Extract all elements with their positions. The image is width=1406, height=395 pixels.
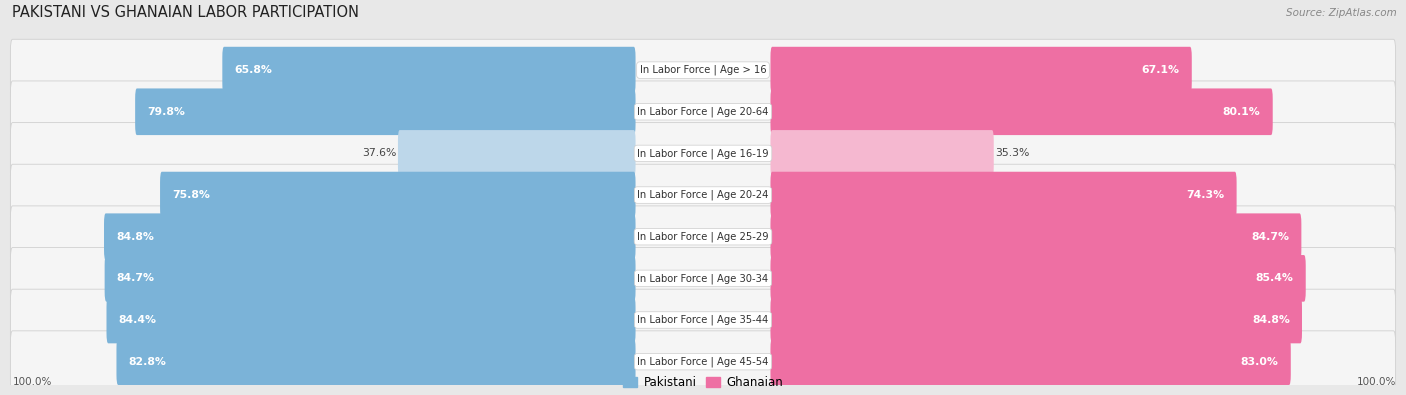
- FancyBboxPatch shape: [107, 297, 636, 343]
- FancyBboxPatch shape: [10, 206, 1396, 267]
- Text: 100.0%: 100.0%: [1357, 377, 1396, 387]
- FancyBboxPatch shape: [770, 213, 1302, 260]
- FancyBboxPatch shape: [135, 88, 636, 135]
- FancyBboxPatch shape: [770, 172, 1237, 218]
- FancyBboxPatch shape: [770, 297, 1302, 343]
- Text: 67.1%: 67.1%: [1142, 65, 1180, 75]
- Text: 75.8%: 75.8%: [172, 190, 209, 200]
- FancyBboxPatch shape: [222, 47, 636, 94]
- FancyBboxPatch shape: [10, 122, 1396, 184]
- Text: In Labor Force | Age 20-64: In Labor Force | Age 20-64: [637, 107, 769, 117]
- Text: 84.7%: 84.7%: [117, 273, 155, 283]
- Text: 85.4%: 85.4%: [1256, 273, 1294, 283]
- Legend: Pakistani, Ghanaian: Pakistani, Ghanaian: [619, 371, 787, 394]
- FancyBboxPatch shape: [10, 81, 1396, 143]
- FancyBboxPatch shape: [117, 339, 636, 385]
- Text: 82.8%: 82.8%: [128, 357, 166, 367]
- FancyBboxPatch shape: [770, 47, 1192, 94]
- FancyBboxPatch shape: [10, 39, 1396, 101]
- Text: 100.0%: 100.0%: [13, 377, 52, 387]
- Text: In Labor Force | Age 30-34: In Labor Force | Age 30-34: [637, 273, 769, 284]
- Text: 80.1%: 80.1%: [1223, 107, 1261, 117]
- FancyBboxPatch shape: [104, 255, 636, 302]
- FancyBboxPatch shape: [770, 88, 1272, 135]
- Text: 84.8%: 84.8%: [117, 232, 155, 242]
- Text: 65.8%: 65.8%: [235, 65, 273, 75]
- Text: PAKISTANI VS GHANAIAN LABOR PARTICIPATION: PAKISTANI VS GHANAIAN LABOR PARTICIPATIO…: [13, 5, 360, 20]
- FancyBboxPatch shape: [770, 339, 1291, 385]
- Text: 35.3%: 35.3%: [995, 149, 1029, 158]
- Text: In Labor Force | Age > 16: In Labor Force | Age > 16: [640, 65, 766, 75]
- Text: 84.8%: 84.8%: [1251, 315, 1289, 325]
- Text: Source: ZipAtlas.com: Source: ZipAtlas.com: [1285, 8, 1396, 18]
- Text: In Labor Force | Age 25-29: In Labor Force | Age 25-29: [637, 231, 769, 242]
- Text: In Labor Force | Age 45-54: In Labor Force | Age 45-54: [637, 356, 769, 367]
- Text: In Labor Force | Age 16-19: In Labor Force | Age 16-19: [637, 148, 769, 159]
- FancyBboxPatch shape: [10, 248, 1396, 309]
- FancyBboxPatch shape: [10, 331, 1396, 393]
- Text: 84.4%: 84.4%: [118, 315, 156, 325]
- Text: In Labor Force | Age 35-44: In Labor Force | Age 35-44: [637, 315, 769, 325]
- FancyBboxPatch shape: [104, 213, 636, 260]
- Text: 83.0%: 83.0%: [1241, 357, 1278, 367]
- FancyBboxPatch shape: [10, 164, 1396, 226]
- FancyBboxPatch shape: [770, 255, 1306, 302]
- FancyBboxPatch shape: [398, 130, 636, 177]
- FancyBboxPatch shape: [770, 130, 994, 177]
- FancyBboxPatch shape: [10, 289, 1396, 351]
- FancyBboxPatch shape: [160, 172, 636, 218]
- Text: In Labor Force | Age 20-24: In Labor Force | Age 20-24: [637, 190, 769, 200]
- Text: 74.3%: 74.3%: [1187, 190, 1225, 200]
- Text: 84.7%: 84.7%: [1251, 232, 1289, 242]
- Text: 37.6%: 37.6%: [361, 149, 396, 158]
- Text: 79.8%: 79.8%: [148, 107, 186, 117]
